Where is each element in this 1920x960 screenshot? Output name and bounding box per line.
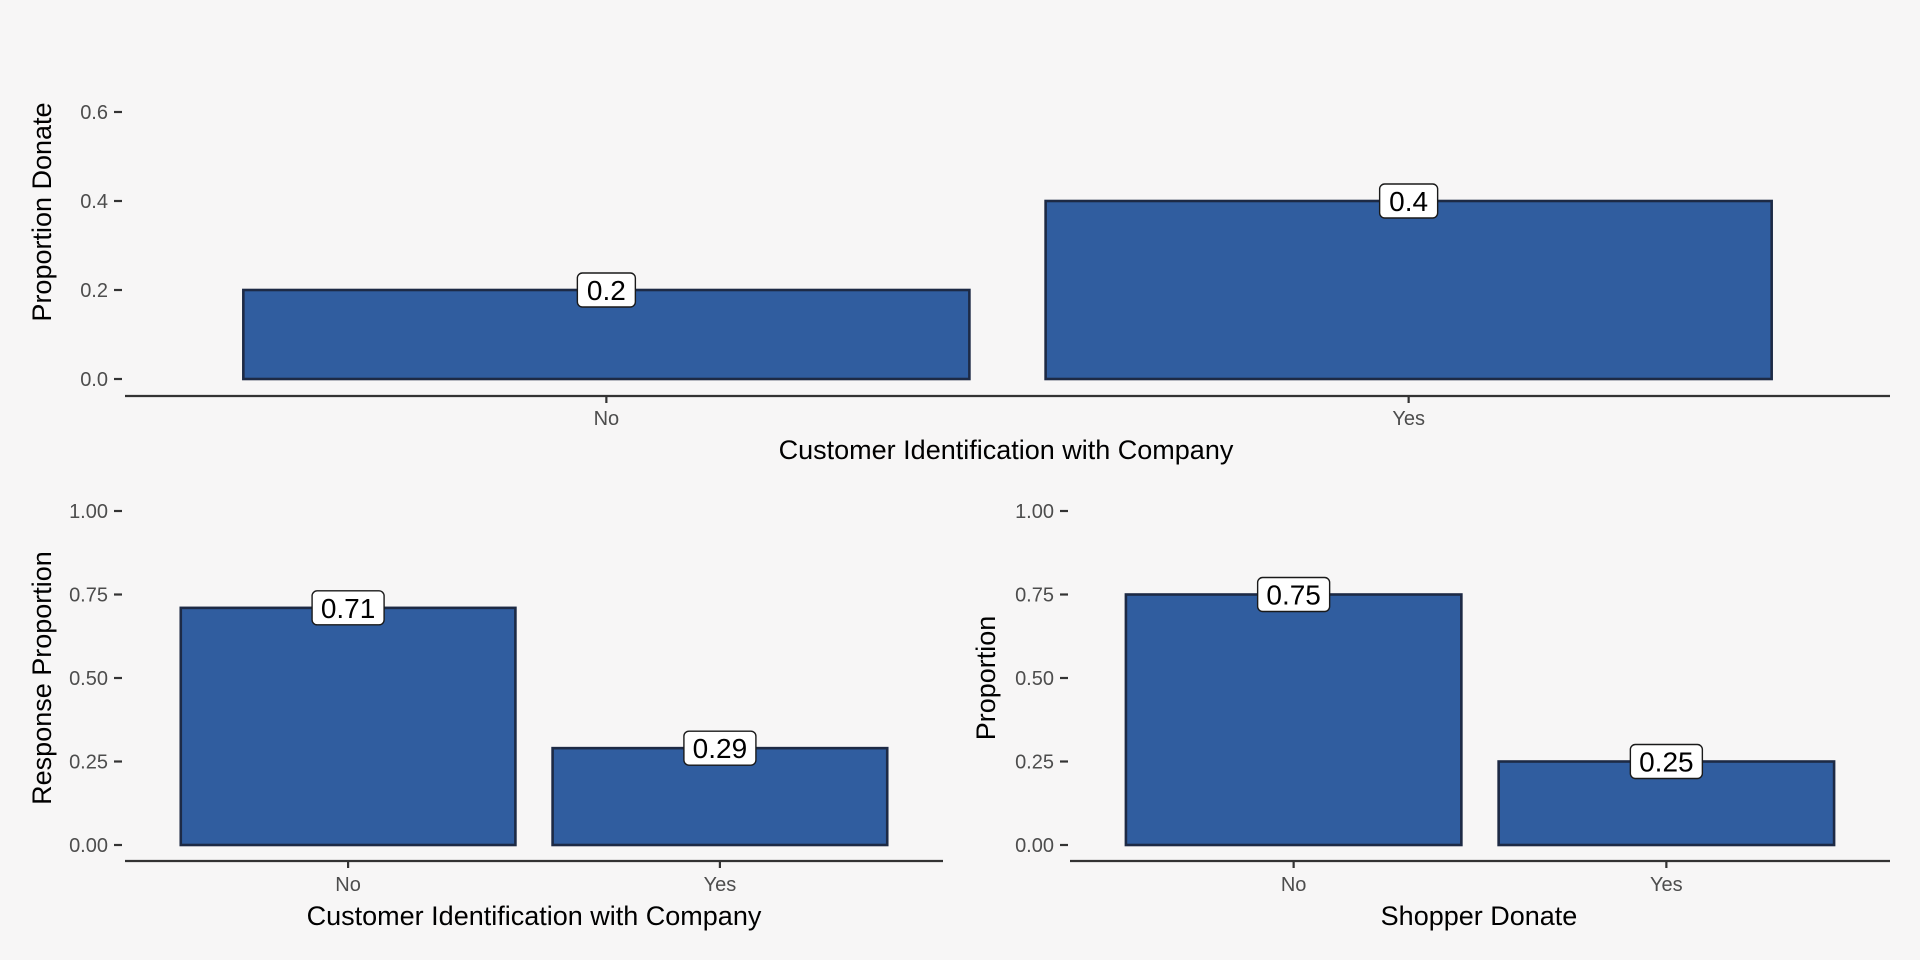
y-tick-label: 1.00: [69, 501, 108, 523]
data-label-box: [1629, 743, 1704, 780]
data-label-yes: 0.29: [693, 733, 748, 764]
data-label-box: [683, 730, 757, 766]
y-tick-label: 0.6: [80, 102, 108, 124]
x-tick-label: Yes: [1392, 408, 1425, 430]
y-tick-label: 0.00: [1015, 835, 1054, 857]
x-tick-label: No: [1281, 874, 1307, 896]
data-label-no: 0.75: [1266, 580, 1321, 611]
y-tick-label: 0.50: [1015, 668, 1054, 690]
y-tick-label: 0.2: [80, 280, 108, 302]
y-axis-title: Proportion: [971, 616, 1001, 741]
bar-no: [1124, 593, 1463, 847]
y-tick-label: 0.75: [1015, 585, 1054, 607]
y-tick-label: 0.50: [69, 668, 108, 690]
data-label-yes: 0.25: [1639, 747, 1694, 778]
panel-bottom-right-proportion-by-shopper-donate: 0.00 0.25 0.50 0.75 1.00 0.75 No 0.25 Yes Shopper…: [971, 501, 1890, 931]
data-label-no: 0.2: [587, 275, 626, 306]
data-label-box: [576, 272, 637, 308]
x-axis-title: Shopper Donate: [1381, 901, 1578, 931]
x-tick-label: No: [335, 874, 361, 896]
y-tick-label: 0.00: [69, 835, 108, 857]
bar-no: [179, 606, 517, 847]
x-tick-label: Yes: [1650, 874, 1683, 896]
y-tick-label: 1.00: [1015, 501, 1054, 523]
y-tick-label: 0.4: [80, 191, 108, 213]
data-label-box: [311, 590, 385, 626]
x-tick-label: No: [594, 408, 620, 430]
y-axis-title: Proportion Donate: [27, 102, 57, 321]
y-tick-label: 0.25: [69, 752, 108, 774]
data-label-box: [1378, 183, 1439, 219]
bar-yes: [1044, 199, 1773, 381]
y-tick-label: 0.25: [1015, 752, 1054, 774]
y-axis-title: Response Proportion: [27, 551, 57, 805]
data-label-no: 0.71: [321, 593, 376, 624]
panel-top-donation-by-identification: 0.0 0.2 0.4 0.6 0.2 No 0.4 Yes Customer Identifi…: [27, 102, 1890, 465]
y-tick-label: 0.0: [80, 369, 108, 391]
y-tick-label: 0.75: [69, 585, 108, 607]
data-label-box: [1256, 576, 1331, 613]
x-axis-title: Customer Identification with Company: [779, 435, 1234, 465]
panel-bottom-left-response-by-identification: 0.00 0.25 0.50 0.75 1.00 0.71 No 0.29 Yes Custome…: [27, 501, 943, 931]
data-label-yes: 0.4: [1389, 186, 1428, 217]
x-tick-label: Yes: [704, 874, 737, 896]
x-axis-title: Customer Identification with Company: [307, 901, 762, 931]
